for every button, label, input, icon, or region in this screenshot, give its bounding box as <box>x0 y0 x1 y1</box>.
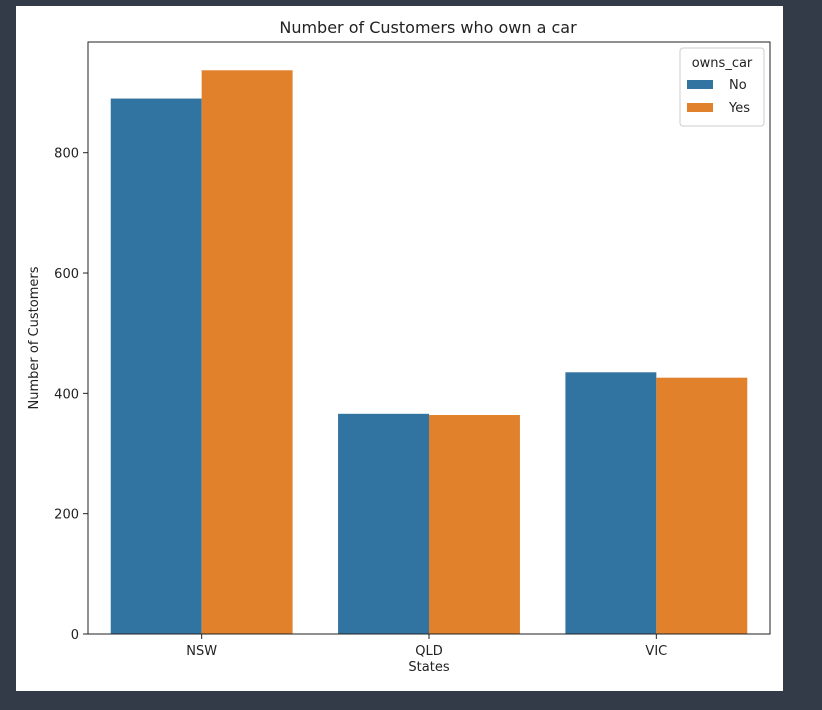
bar-vic-yes <box>656 377 748 634</box>
bar-vic-no <box>565 372 657 634</box>
legend-label-no: No <box>729 78 747 93</box>
x-axis-label: States <box>408 660 449 675</box>
y-tick-label: 0 <box>71 628 79 643</box>
x-tick-label-qld: QLD <box>415 644 443 659</box>
bars-group <box>110 70 748 634</box>
chart-figure: Number of Customers who own a car 0 200 40… <box>16 6 783 691</box>
bar-qld-no <box>338 413 429 634</box>
y-tick-label: 600 <box>54 267 79 282</box>
legend-swatch-yes <box>687 103 713 112</box>
bar-qld-yes <box>429 415 520 634</box>
legend-title: owns_car <box>692 56 753 71</box>
bar-nsw-yes <box>201 70 293 634</box>
bar-chart: Number of Customers who own a car 0 200 40… <box>27 18 771 675</box>
y-tick-label: 400 <box>54 387 79 402</box>
y-tick-label: 200 <box>54 508 79 523</box>
y-axis-label: Number of Customers <box>27 266 42 409</box>
legend: owns_car No Yes <box>679 47 765 127</box>
y-tick-label: 800 <box>54 147 79 162</box>
legend-label-yes: Yes <box>728 101 750 116</box>
y-axis: 0 200 400 600 800 <box>54 147 88 643</box>
x-tick-label-vic: VIC <box>645 644 667 659</box>
x-tick-label-nsw: NSW <box>186 644 217 659</box>
chart-title: Number of Customers who own a car <box>279 18 577 37</box>
x-axis: NSW QLD VIC <box>186 634 667 659</box>
plot-frame <box>87 41 771 635</box>
legend-swatch-no <box>687 80 713 89</box>
bar-nsw-no <box>110 98 202 634</box>
